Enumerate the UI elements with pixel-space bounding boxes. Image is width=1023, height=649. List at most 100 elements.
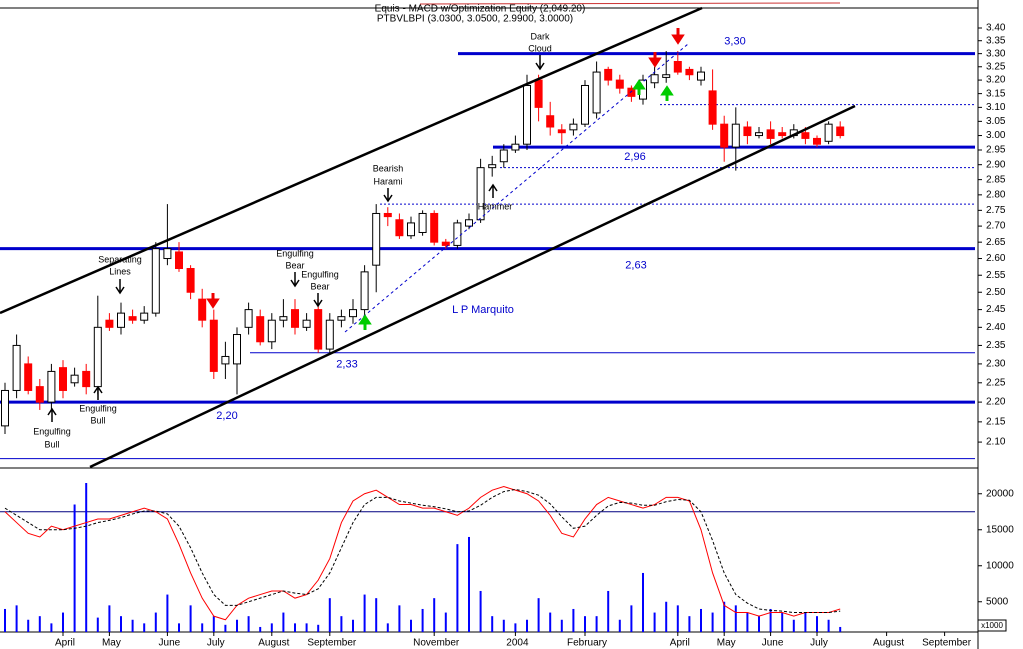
- candle-body: [511, 143, 520, 151]
- candle-body: [105, 319, 114, 328]
- y-tick-label: 2.70: [986, 221, 1006, 232]
- level-label: 2,33: [336, 359, 357, 371]
- y-tick-label: 3.10: [986, 102, 1006, 113]
- x-tick-label: April: [670, 638, 690, 649]
- annotation: Lines: [109, 266, 131, 276]
- x-tick-label: August: [873, 638, 904, 649]
- x-tick-label: June: [762, 638, 784, 649]
- candle-body: [824, 123, 833, 142]
- annotation: Bear: [310, 281, 329, 291]
- candle-body: [685, 68, 694, 76]
- marks: 3,30 2,96 2,63 2,20 2,33: [0, 36, 975, 632]
- annotation: Engulfing: [276, 248, 314, 258]
- candle-body: [93, 326, 102, 388]
- annotation: Engulfing: [33, 426, 71, 436]
- x-tick-label: November: [413, 638, 460, 649]
- candle-body: [383, 212, 392, 218]
- candle-body: [453, 222, 462, 246]
- candle-body: [407, 222, 415, 237]
- oscillator-line: [4, 486, 841, 621]
- arrow: [115, 279, 125, 295]
- level-label: 2,20: [216, 410, 237, 422]
- annotation: Bull: [90, 415, 105, 425]
- dashed-trend: [344, 43, 689, 333]
- candle-body: [615, 79, 624, 89]
- candle-body: [198, 298, 207, 321]
- candle-body: [267, 319, 276, 343]
- y-tick-label: 3.40: [986, 23, 1006, 34]
- candle-body: [163, 248, 172, 260]
- candle-body: [82, 370, 91, 388]
- signal-arrow: [358, 314, 372, 330]
- signal-arrow: [632, 79, 646, 95]
- candle-body: [24, 363, 33, 391]
- y-tick-label: 3.15: [986, 88, 1006, 99]
- candle-body: [557, 129, 566, 134]
- level-label: 2,96: [624, 151, 645, 163]
- candle-body: [337, 316, 346, 321]
- candle-body: [650, 74, 659, 84]
- candle-body: [372, 212, 381, 266]
- candle-body: [244, 309, 253, 328]
- x-tick-label: August: [258, 638, 289, 649]
- candle-body: [441, 241, 450, 246]
- candle-body: [233, 334, 241, 365]
- y-tick-label: 3.30: [986, 48, 1006, 59]
- y-tick-label: 3.00: [986, 130, 1006, 141]
- watermark-text: L P Marquito: [452, 304, 514, 316]
- unit-box: [977, 619, 1007, 632]
- level-label: 2,63: [625, 260, 646, 272]
- y2-tick-label: 15000: [986, 524, 1014, 535]
- x-tick-label: February: [567, 638, 607, 649]
- candle-body: [175, 251, 183, 270]
- candle-body: [186, 268, 195, 293]
- candle-body: [279, 316, 288, 321]
- candle-body: [813, 137, 821, 145]
- candle-body: [465, 219, 473, 227]
- y-tick-label: 2.85: [986, 174, 1006, 185]
- candle-body: [1, 389, 9, 427]
- annotation: Engulfing: [301, 269, 339, 279]
- y-tick-label: 2.60: [986, 253, 1006, 264]
- y-tick-label: 2.20: [986, 397, 1006, 408]
- annotation: Bearish: [373, 163, 404, 173]
- y-tick-label: 2.95: [986, 145, 1006, 156]
- top-rule: [419, 2, 841, 5]
- candle-body: [592, 71, 601, 114]
- y-tick-label: 3.25: [986, 61, 1006, 72]
- candle-body: [708, 90, 717, 125]
- channel-lower: [89, 104, 856, 469]
- chart-title: Equis - MACD w/Optimization Equity (2,04…: [375, 4, 586, 15]
- candle-body: [569, 123, 578, 131]
- x-tick-label: September: [307, 638, 357, 649]
- candle-body: [488, 164, 497, 169]
- candle-body: [476, 167, 485, 221]
- candle-body: [720, 123, 729, 148]
- candle-body: [140, 312, 149, 321]
- arrow: [313, 293, 323, 308]
- oscillator-line: [4, 488, 841, 614]
- y-tick-label: 2.55: [986, 270, 1006, 281]
- x-tick-label: May: [102, 638, 121, 649]
- candle-body: [697, 71, 705, 81]
- candle-body: [499, 149, 508, 163]
- arrow: [47, 407, 57, 422]
- candle-body: [12, 344, 21, 391]
- annotation: Dark: [530, 31, 550, 41]
- y-tick-label: 2.40: [986, 322, 1006, 333]
- candle-body: [430, 212, 439, 243]
- y-tick-label: 2.90: [986, 159, 1006, 170]
- y-tick-label: 3.05: [986, 116, 1006, 127]
- candle-body: [546, 115, 555, 128]
- candle-body: [778, 132, 787, 137]
- y2-tick-label: 5000: [986, 596, 1009, 607]
- candle-body: [627, 87, 636, 97]
- candle-body: [221, 355, 230, 365]
- y2-tick-label: 20000: [986, 488, 1014, 499]
- signal-arrow: [660, 85, 674, 101]
- candle-body: [766, 129, 775, 139]
- signal-arrow: [648, 52, 662, 68]
- x-tick-label: May: [717, 638, 736, 649]
- y-tick-label: 2.10: [986, 437, 1006, 448]
- candle-body: [256, 316, 265, 343]
